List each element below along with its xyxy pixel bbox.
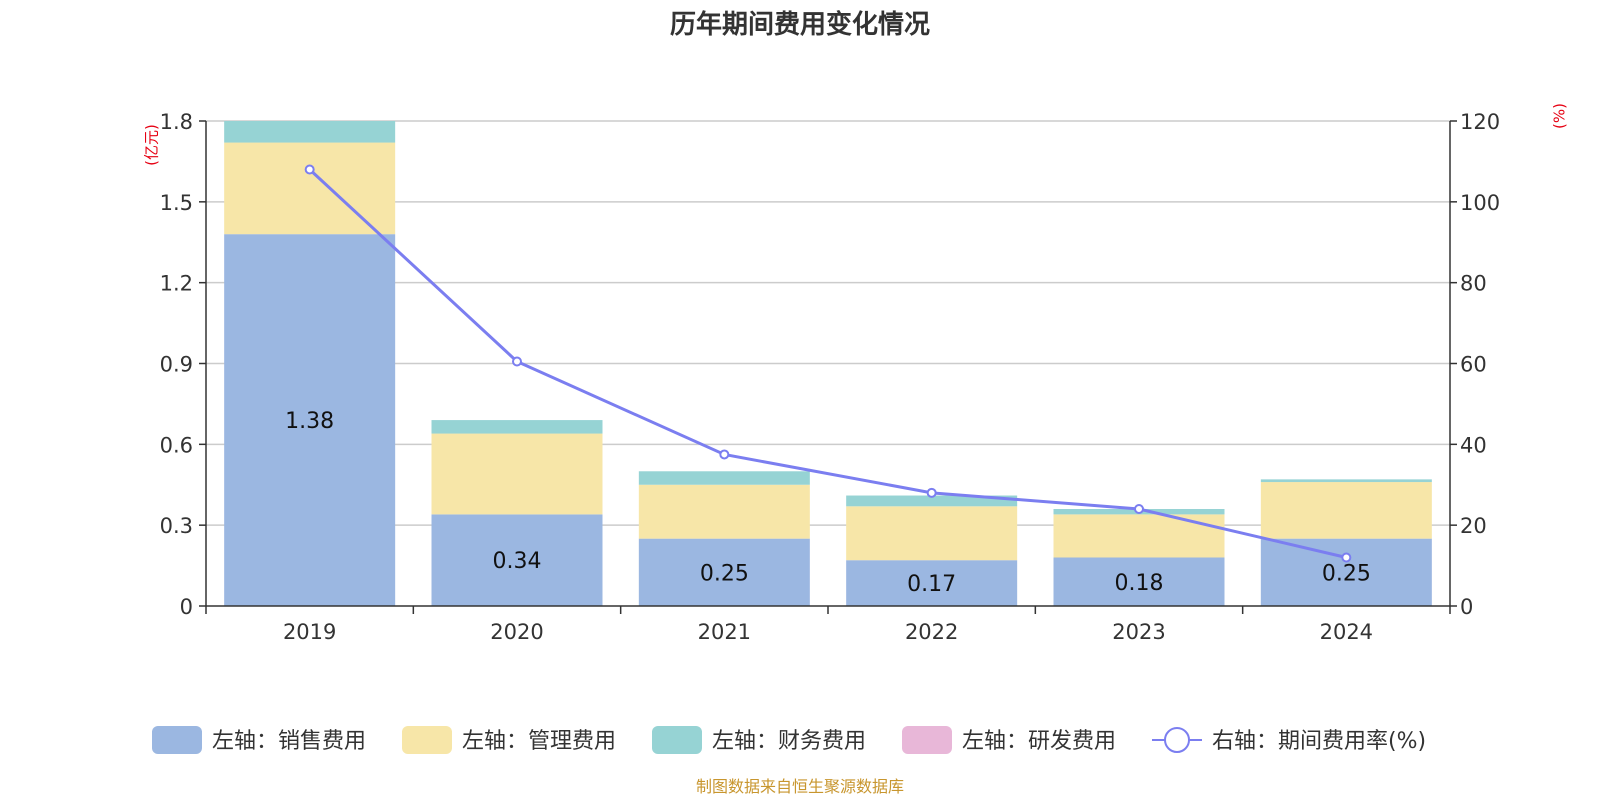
rate-line-point — [926, 487, 937, 498]
legend-circle-marker — [1164, 727, 1190, 753]
legend-label: 左轴：研发费用 — [962, 729, 1116, 754]
right-axis-tick-label: 0 — [1460, 595, 1473, 619]
bar-data-label: 0.18 — [1115, 571, 1164, 596]
rate-line-point — [512, 356, 522, 367]
bar-data-label: 0.25 — [1322, 561, 1371, 586]
left-axis-tick-label: 0.6 — [160, 433, 193, 457]
bar-segment — [846, 560, 1018, 606]
x-axis-tick-label: 2021 — [698, 620, 751, 644]
left-axis-unit: (亿元) — [143, 124, 161, 166]
left-axis-tick-label: 0.9 — [160, 353, 193, 377]
right-axis-tick-label: 40 — [1460, 433, 1487, 457]
rate-line-path — [308, 168, 1347, 559]
chart-title: 历年期间费用变化情况 — [670, 9, 930, 40]
x-axis-tick-label: 2020 — [490, 620, 543, 644]
right-axis-unit: (%) — [1551, 103, 1569, 129]
right-axis-tick-label: 100 — [1460, 191, 1500, 215]
bar-segment — [638, 484, 810, 539]
rate-line-point — [304, 164, 315, 175]
gridlines — [206, 120, 1450, 526]
bar-segment — [638, 538, 810, 606]
bar-segment — [431, 433, 603, 515]
bar-data-label: 0.25 — [700, 561, 749, 586]
tick-labels: 0 0.3 0.6 0.9 1.2 1.5 1.8 0 20 40 60 80 100 120 2019 20… — [160, 110, 1501, 644]
left-axis-tick-label: 1.8 — [160, 110, 193, 134]
x-axis-tick-label: 2023 — [1112, 620, 1165, 644]
legend-swatch — [652, 726, 702, 754]
bar-segment — [1260, 482, 1432, 539]
left-axis-tick-label: 0 — [180, 595, 193, 619]
rate-line — [304, 164, 1352, 563]
x-axis-tick-label: 2022 — [905, 620, 958, 644]
bar-data-label: 0.17 — [907, 572, 956, 597]
x-axis-tick-label: 2019 — [283, 620, 336, 644]
bar-labels: 1.38 0.34 0.25 0.17 0.18 0.25 — [285, 409, 1371, 597]
right-axis-tick-label: 120 — [1460, 110, 1500, 134]
left-axis-tick-label: 1.2 — [160, 272, 193, 296]
x-axis-tick-label: 2024 — [1320, 620, 1373, 644]
rate-line-point — [719, 449, 730, 460]
legend-swatch — [152, 726, 202, 754]
legend-label: 左轴：管理费用 — [462, 729, 616, 754]
right-axis-tick-label: 20 — [1460, 514, 1487, 538]
bar-segment — [1260, 538, 1432, 606]
bar-data-label: 1.38 — [285, 409, 334, 434]
bar-segment — [224, 142, 396, 235]
left-axis-tick-label: 0.3 — [160, 514, 193, 538]
bar-segment — [431, 514, 603, 606]
bar-segment — [846, 506, 1018, 561]
legend: 左轴：销售费用 左轴：管理费用 左轴：财务费用 左轴：研发费用 右轴：期间费用率(%) — [152, 726, 1426, 754]
bar-data-label: 0.34 — [493, 549, 542, 574]
bar-segment — [846, 495, 1018, 507]
bar-segment — [224, 121, 396, 143]
legend-label: 左轴：销售费用 — [212, 729, 366, 754]
left-axis-tick-label: 1.5 — [160, 191, 193, 215]
bar-segment — [1053, 557, 1225, 606]
bar-segment — [1260, 479, 1432, 483]
legend-label: 右轴：期间费用率(%) — [1212, 729, 1426, 754]
legend-label: 左轴：财务费用 — [712, 729, 866, 754]
data-source: 制图数据来自恒生聚源数据库 — [696, 777, 904, 796]
right-axis-tick-label: 80 — [1460, 272, 1487, 296]
rate-line-point — [1341, 552, 1352, 563]
bars — [224, 121, 1432, 606]
rate-line-point — [1134, 504, 1144, 514]
bar-segment — [224, 234, 396, 606]
bar-segment — [1053, 514, 1225, 558]
legend-swatch — [402, 726, 452, 754]
axes — [199, 120, 1457, 614]
legend-swatch — [902, 726, 952, 754]
bar-segment — [638, 471, 810, 485]
right-axis-tick-label: 60 — [1460, 353, 1487, 377]
bar-segment — [431, 420, 603, 434]
